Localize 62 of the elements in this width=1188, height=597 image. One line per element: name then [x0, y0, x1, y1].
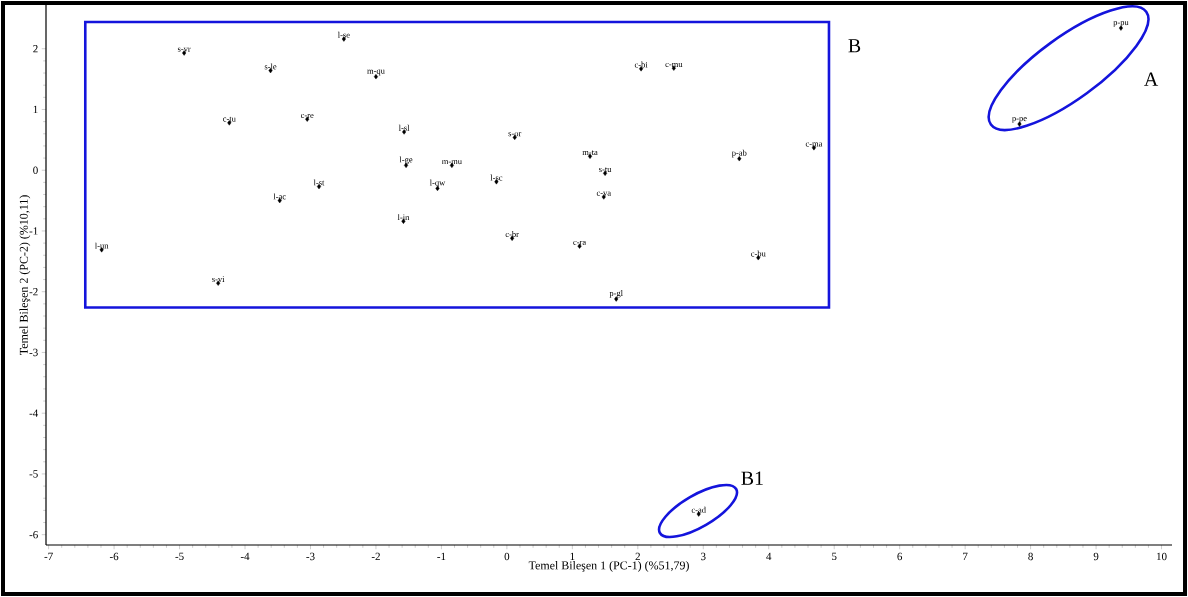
annotation: s-vr — [177, 47, 191, 52]
y-tick-label: 0 — [33, 166, 38, 174]
annotation: l-ac — [273, 193, 286, 200]
x-tick-label: -7 — [44, 552, 53, 560]
y-tick-label: -3 — [29, 348, 38, 357]
annotation: l-st — [313, 179, 325, 186]
annotation: c-ma — [805, 142, 823, 147]
x-tick-label: 6 — [897, 552, 903, 561]
y-tick-label: 2 — [33, 45, 38, 53]
x-tick-label: 1 — [570, 552, 575, 561]
annotation: p-pu — [1113, 21, 1129, 27]
x-tick-label: 2 — [635, 552, 640, 561]
x-tick-label: 3 — [701, 552, 706, 561]
annotation: c-tu — [223, 116, 236, 122]
annotation: c-bu — [751, 250, 766, 257]
annotation: l-se — [337, 31, 350, 38]
annotation: l-sc — [490, 174, 503, 181]
annotation: c-re — [300, 113, 314, 118]
annotation: m-mu — [441, 160, 462, 165]
x-tick-label: 9 — [1093, 552, 1099, 561]
annotation: s-tu — [599, 167, 612, 173]
annotation: c-ad — [691, 506, 706, 513]
x-tick-label: 10 — [1157, 552, 1167, 561]
annotation: p-pe — [1012, 117, 1027, 123]
x-tick-label: 4 — [766, 552, 772, 560]
y-tick-label: 1 — [33, 105, 38, 114]
annotation: l-qw — [429, 179, 446, 188]
annotation: s-vi — [212, 276, 225, 282]
y-tick-label: -6 — [29, 531, 38, 539]
annotation: l-ge — [399, 156, 413, 165]
annotation: A — [1144, 72, 1159, 86]
x-tick-label: -2 — [371, 552, 380, 561]
annotation: s-le — [264, 63, 277, 70]
annotation: l-in — [397, 214, 410, 221]
annotation: l-sl — [398, 124, 410, 131]
annotation: B1 — [741, 471, 763, 485]
y-tick-label: -1 — [29, 227, 38, 235]
annotation: c-ra — [573, 240, 587, 245]
annotation: c-bi — [634, 61, 648, 68]
y-tick-label: -4 — [29, 409, 39, 417]
annotation: B — [848, 39, 861, 53]
annotation: c-br — [505, 231, 519, 238]
annotation: s-or — [508, 132, 522, 137]
annotation: l-un — [95, 242, 109, 249]
x-tick-label: -1 — [437, 552, 446, 561]
x-tick-label: 7 — [963, 552, 968, 560]
x-tick-label: -6 — [109, 552, 119, 561]
x-axis-title: Temel Bileşen 1 (PC-1) (%51,79) — [528, 561, 689, 572]
x-tick-label: -3 — [306, 552, 315, 561]
annotation: c-va — [596, 191, 611, 196]
annotation: p-ab — [731, 149, 747, 158]
y-tick-label: -5 — [29, 470, 38, 478]
x-tick-label: -5 — [175, 552, 184, 561]
x-tick-label: 8 — [1028, 552, 1033, 561]
x-tick-label: -4 — [240, 552, 250, 560]
annotation: p-gl — [609, 290, 623, 298]
annotation: c-mu — [665, 62, 683, 67]
x-tick-label: 0 — [504, 552, 510, 561]
annotation: m-ta — [582, 150, 598, 156]
annotation: m-qu — [367, 69, 385, 76]
y-tick-label: -2 — [29, 288, 38, 296]
x-tick-label: 5 — [832, 552, 837, 561]
